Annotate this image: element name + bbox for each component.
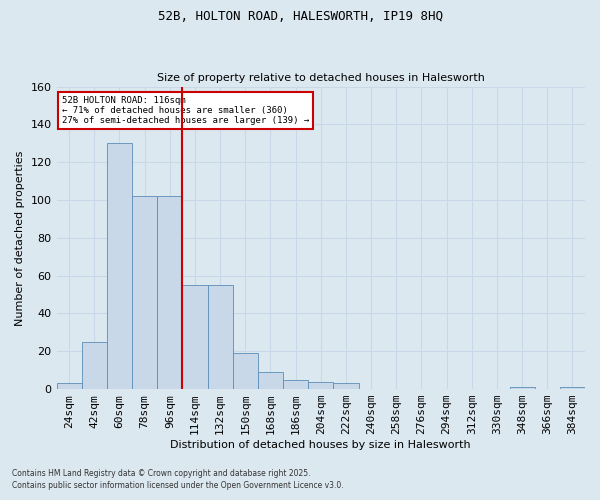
Bar: [132, 196, 157, 389]
Text: 52B, HOLTON ROAD, HALESWORTH, IP19 8HQ: 52B, HOLTON ROAD, HALESWORTH, IP19 8HQ: [157, 10, 443, 23]
Y-axis label: Number of detached properties: Number of detached properties: [15, 150, 25, 326]
Bar: [56, 384, 82, 389]
X-axis label: Distribution of detached houses by size in Halesworth: Distribution of detached houses by size …: [170, 440, 471, 450]
Bar: [182, 285, 208, 389]
Bar: [308, 382, 334, 389]
Bar: [82, 342, 107, 389]
Bar: [107, 144, 132, 389]
Bar: [283, 380, 308, 389]
Bar: [258, 372, 283, 389]
Text: 52B HOLTON ROAD: 116sqm
← 71% of detached houses are smaller (360)
27% of semi-d: 52B HOLTON ROAD: 116sqm ← 71% of detache…: [62, 96, 309, 126]
Bar: [157, 196, 182, 389]
Bar: [334, 384, 359, 389]
Bar: [509, 387, 535, 389]
Title: Size of property relative to detached houses in Halesworth: Size of property relative to detached ho…: [157, 73, 485, 83]
Bar: [233, 353, 258, 389]
Bar: [560, 387, 585, 389]
Text: Contains HM Land Registry data © Crown copyright and database right 2025.
Contai: Contains HM Land Registry data © Crown c…: [12, 468, 344, 490]
Bar: [208, 285, 233, 389]
